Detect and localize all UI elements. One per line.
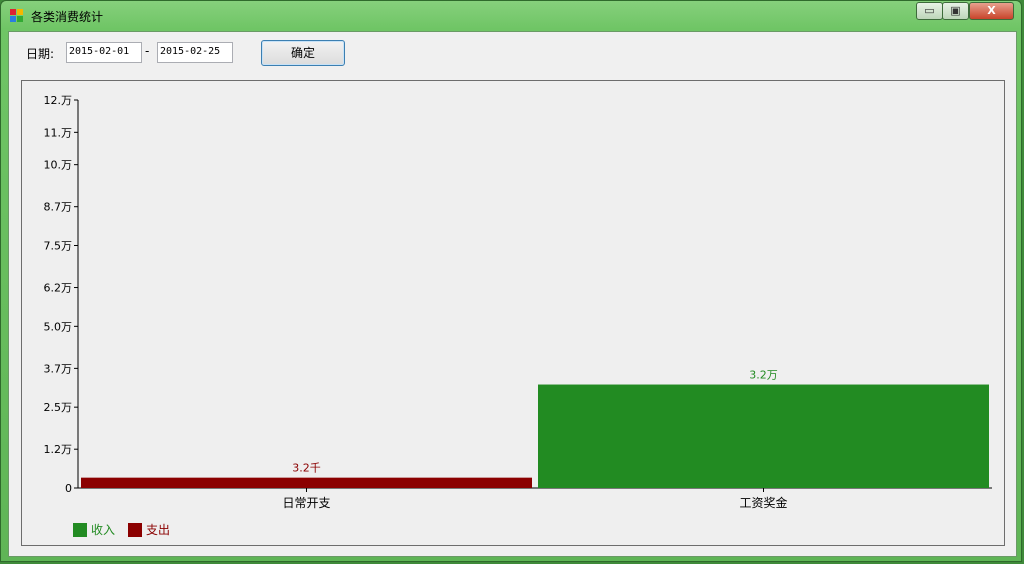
x-tick-label: 工资奖金 [739,495,787,510]
y-tick-label: 8.7万 [44,201,73,214]
end-date-input[interactable]: 2015-02-25 [157,42,233,63]
maximize-button[interactable]: ▣ [942,2,969,20]
legend-label-expense: 支出 [146,523,171,537]
window-title: 各类消费统计 [31,10,104,24]
y-tick-label: 1.2万 [44,443,73,456]
legend-label-income: 收入 [91,523,116,537]
y-tick-label: 3.7万 [44,362,73,375]
confirm-button[interactable]: 确定 [261,40,345,66]
bar-收入 [538,384,989,488]
y-tick-label: 0 [65,482,72,495]
legend-swatch-expense [128,522,142,537]
y-tick-label: 5.0万 [44,320,73,333]
y-tick-label: 10.万 [44,159,73,172]
legend-item-expense: 支出 [128,521,170,538]
y-tick-label: 6.2万 [44,282,73,295]
date-separator: - [145,44,150,58]
close-button[interactable]: X [969,2,1014,20]
y-tick-label: 2.5万 [44,401,73,414]
title-bar[interactable]: 各类消费统计 ▭ ▣ X [1,1,1021,31]
chart-panel: 0 1.2万 2.5万 3.7万 5.0万 6.2万 7.5万 8.7万 10.万 11.万 12.… [21,80,1005,546]
y-tick-label: 12.万 [44,94,73,107]
x-tick-label: 日常开支 [282,496,330,510]
y-tick-label: 7.5万 [44,240,73,253]
bar-支出 [81,477,532,488]
legend-item-income: 收入 [73,521,115,538]
y-tick-label: 11.万 [44,126,73,139]
app-icon [10,9,24,23]
bar-data-label: 3.2千 [292,462,321,475]
bar-chart: 0 1.2万 2.5万 3.7万 5.0万 6.2万 7.5万 8.7万 10.万 11.万 12.… [44,94,992,510]
start-date-input[interactable]: 2015-02-01 [66,42,142,63]
minimize-button[interactable]: ▭ [916,2,943,20]
date-label: 日期: [26,47,55,61]
legend-swatch-income [73,522,87,537]
client-area: 日期: 2015-02-01 - 2015-02-25 确定 0 1.2万 2.5万… [8,31,1017,557]
bar-data-label: 3.2万 [749,369,778,382]
